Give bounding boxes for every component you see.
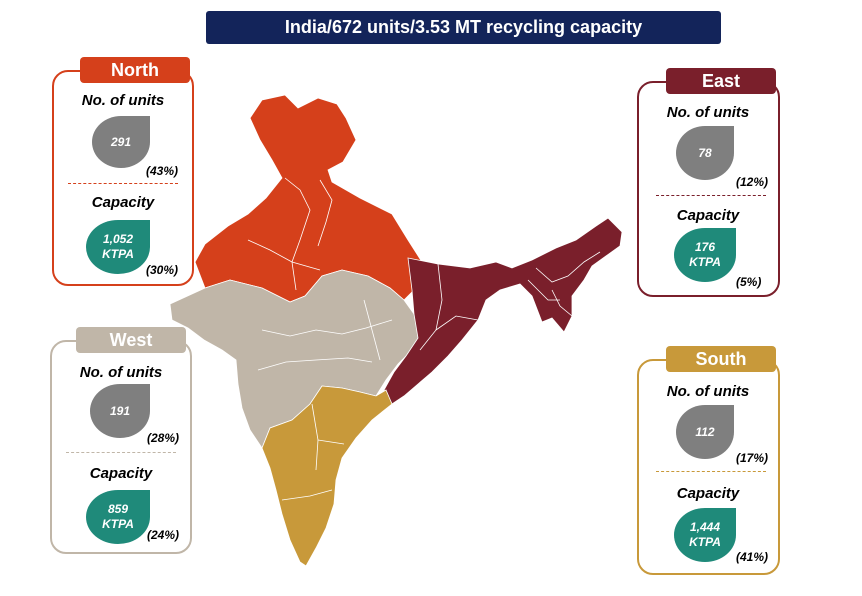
east-units-drop: 78 xyxy=(676,126,734,180)
banner-separator-1: / xyxy=(326,17,332,37)
east-capacity-unit: KTPA xyxy=(689,255,721,269)
west-capacity-value: 859 xyxy=(107,502,129,516)
banner-capacity: 3.53 MT recycling capacity xyxy=(414,17,643,37)
east-capacity-drop: 176 KTPA xyxy=(674,228,736,282)
north-capacity-value: 1,052 xyxy=(102,232,134,246)
map-region-north xyxy=(194,94,423,303)
west-units-label: No. of units xyxy=(79,364,163,381)
north-capacity-unit: KTPA xyxy=(102,247,134,261)
banner-units: 672 units xyxy=(331,17,410,37)
south-units-value: 112 xyxy=(695,424,715,439)
east-capacity-value: 176 xyxy=(694,240,716,254)
west-capacity-label: Capacity xyxy=(89,465,153,482)
east-capacity-pct: (5%) xyxy=(736,275,762,289)
south-tag: South xyxy=(666,346,776,372)
title-banner: India / 672 units / 3.53 MT recycling ca… xyxy=(206,11,721,44)
east-capacity-label: Capacity xyxy=(676,207,740,224)
south-capacity-value: 1,444 xyxy=(689,520,721,534)
south-units-label: No. of units xyxy=(666,383,750,400)
west-capacity-drop: 859 KTPA xyxy=(86,490,150,544)
north-units-label: No. of units xyxy=(81,92,165,109)
map-region-south xyxy=(261,385,393,567)
north-separator xyxy=(68,183,178,184)
south-separator xyxy=(656,471,766,472)
north-capacity-pct: (30%) xyxy=(146,263,179,277)
map-region-east xyxy=(383,217,623,405)
east-separator xyxy=(656,195,766,196)
north-units-value: 291 xyxy=(110,134,132,149)
south-capacity-drop: 1,444 KTPA xyxy=(674,508,736,562)
west-units-value: 191 xyxy=(109,403,131,418)
north-units-drop: 291 xyxy=(92,116,150,168)
north-capacity-label: Capacity xyxy=(91,194,155,211)
south-capacity-label: Capacity xyxy=(676,485,740,502)
west-units-pct: (28%) xyxy=(147,431,180,445)
west-capacity-unit: KTPA xyxy=(102,517,134,531)
map-state-boundaries xyxy=(247,177,601,501)
north-units-pct: (43%) xyxy=(146,164,179,178)
east-tag: East xyxy=(666,68,776,94)
east-units-label: No. of units xyxy=(666,104,750,121)
south-units-drop: 112 xyxy=(676,405,734,459)
east-units-pct: (12%) xyxy=(736,175,769,189)
west-units-drop: 191 xyxy=(90,384,150,438)
north-capacity-drop: 1,052 KTPA xyxy=(86,220,150,274)
south-capacity-pct: (41%) xyxy=(736,550,769,564)
west-tag: West xyxy=(76,327,186,353)
banner-country: India xyxy=(284,17,327,37)
banner-separator-2: / xyxy=(409,17,415,37)
south-capacity-unit: KTPA xyxy=(689,535,721,549)
west-capacity-pct: (24%) xyxy=(147,528,180,542)
south-units-pct: (17%) xyxy=(736,451,769,465)
east-units-value: 78 xyxy=(698,145,712,160)
north-tag: North xyxy=(80,57,190,83)
west-separator xyxy=(66,452,176,453)
